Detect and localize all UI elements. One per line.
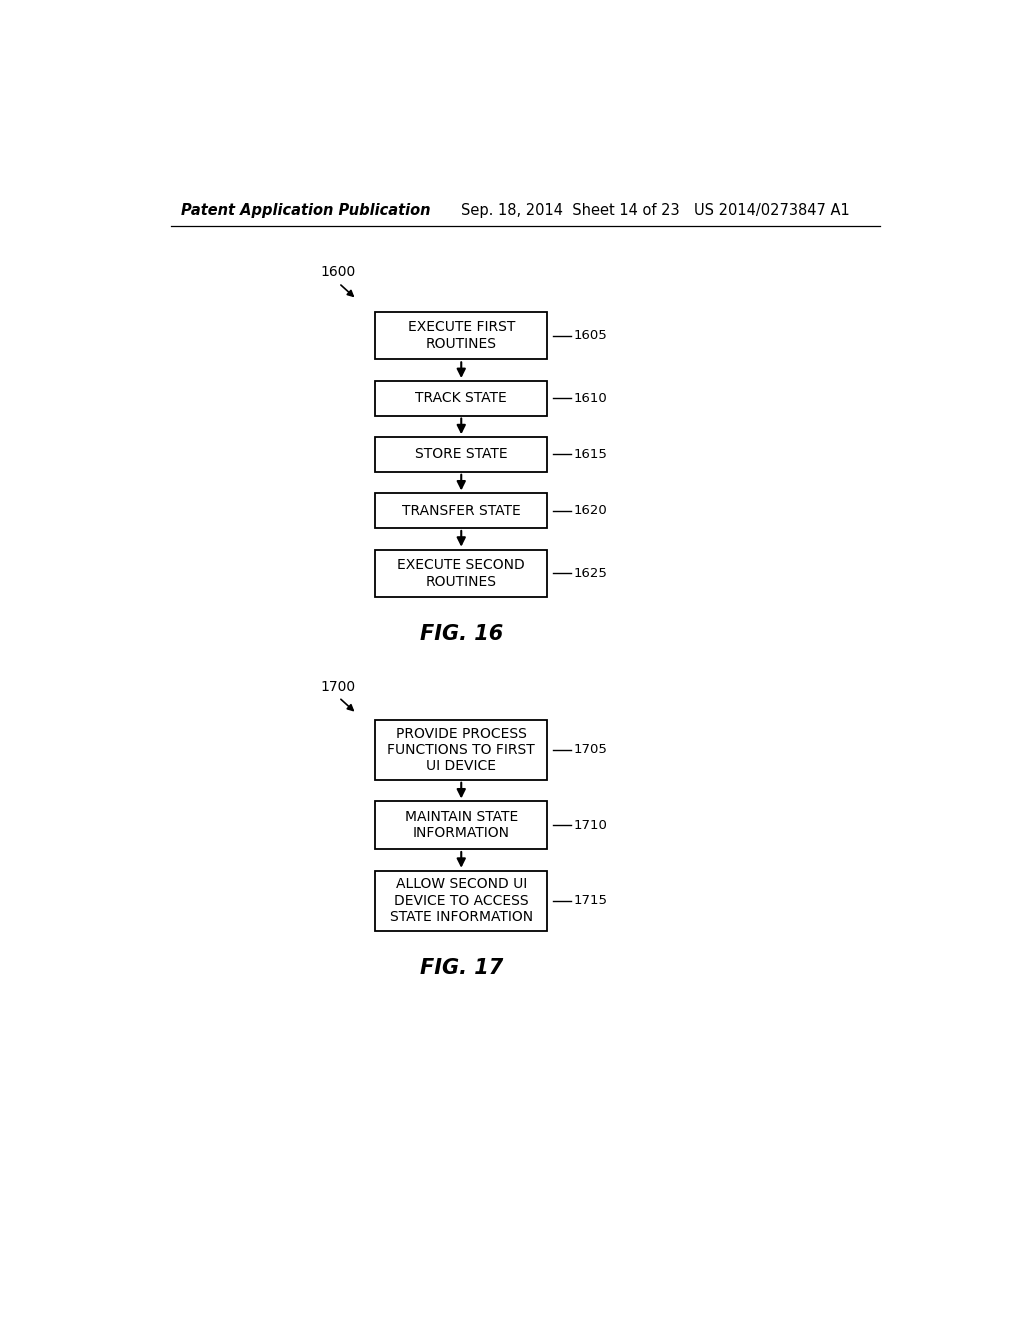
Text: MAINTAIN STATE
INFORMATION: MAINTAIN STATE INFORMATION [404, 810, 518, 841]
Text: TRACK STATE: TRACK STATE [416, 391, 507, 405]
Text: 1620: 1620 [573, 504, 607, 517]
Text: US 2014/0273847 A1: US 2014/0273847 A1 [693, 203, 850, 218]
Text: EXECUTE SECOND
ROUTINES: EXECUTE SECOND ROUTINES [397, 558, 525, 589]
Bar [375, 719, 547, 780]
Text: 1600: 1600 [321, 265, 355, 280]
Text: Sep. 18, 2014  Sheet 14 of 23: Sep. 18, 2014 Sheet 14 of 23 [461, 203, 680, 218]
Text: FIG. 16: FIG. 16 [420, 624, 503, 644]
Text: 1610: 1610 [573, 392, 607, 405]
Text: 1700: 1700 [321, 680, 355, 693]
Text: Patent Application Publication: Patent Application Publication [180, 203, 430, 218]
Bar [375, 801, 547, 849]
Text: EXECUTE FIRST
ROUTINES: EXECUTE FIRST ROUTINES [408, 321, 515, 351]
Text: 1705: 1705 [573, 743, 607, 756]
Text: 1715: 1715 [573, 894, 607, 907]
Text: PROVIDE PROCESS
FUNCTIONS TO FIRST
UI DEVICE: PROVIDE PROCESS FUNCTIONS TO FIRST UI DE… [387, 726, 536, 774]
Text: 1710: 1710 [573, 818, 607, 832]
Text: 1625: 1625 [573, 566, 607, 579]
Text: FIG. 17: FIG. 17 [420, 958, 503, 978]
Text: TRANSFER STATE: TRANSFER STATE [401, 504, 520, 517]
Bar [375, 312, 547, 359]
Bar [375, 549, 547, 597]
Text: 1605: 1605 [573, 329, 607, 342]
Bar [375, 871, 547, 931]
Text: ALLOW SECOND UI
DEVICE TO ACCESS
STATE INFORMATION: ALLOW SECOND UI DEVICE TO ACCESS STATE I… [390, 878, 532, 924]
Bar [375, 494, 547, 528]
Bar [375, 437, 547, 471]
Bar [375, 381, 547, 416]
Text: STORE STATE: STORE STATE [415, 447, 508, 462]
Text: 1615: 1615 [573, 447, 607, 461]
